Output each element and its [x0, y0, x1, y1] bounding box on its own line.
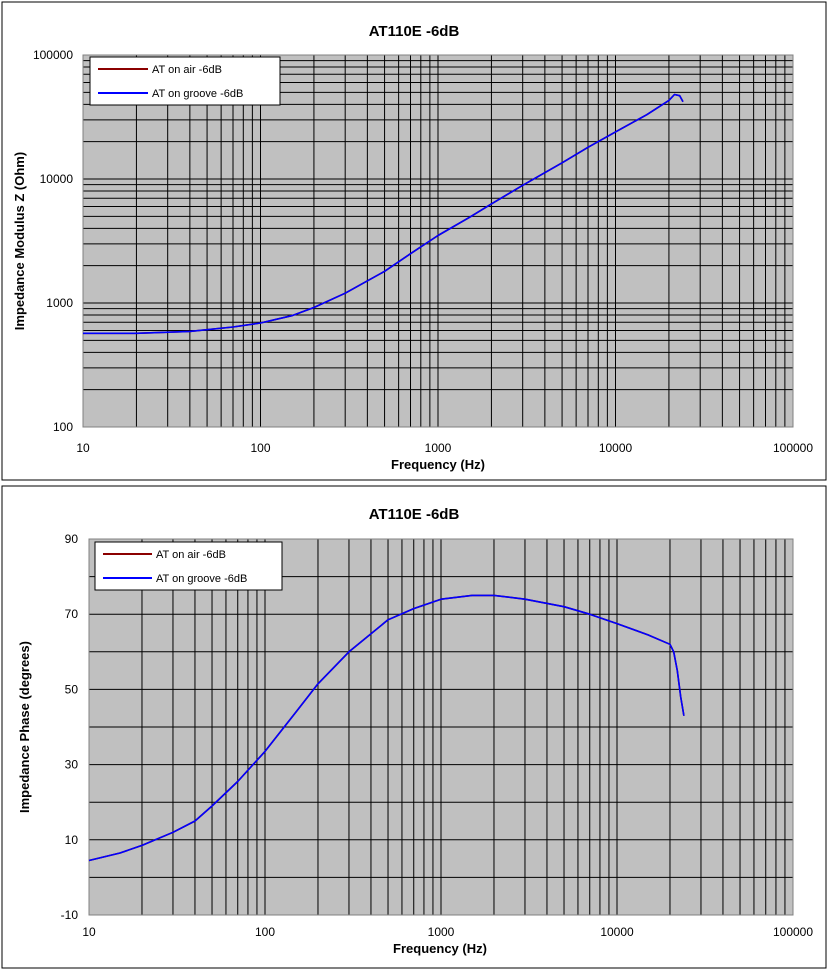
x-tick-label: 1000 [428, 925, 455, 939]
plot-area-border [82, 54, 794, 428]
legend: AT on air -6dB AT on groove -6dB [94, 541, 283, 591]
x-tick-label: 10000 [600, 925, 634, 939]
x-axis-label: Frequency (Hz) [391, 457, 485, 472]
y-tick-label: 70 [65, 607, 79, 621]
impedance-phase-chart: AT110E -6dB 10 100 1000 10000 100000-1010305… [1, 485, 827, 969]
grid-lines [82, 55, 793, 428]
x-tick-label: 100000 [773, 441, 813, 455]
series-line-groove [83, 93, 684, 335]
impedance-modulus-chart: AT110E -6dB 10 100 1000 10000 10000010010001… [1, 1, 827, 481]
x-axis-label: Frequency (Hz) [393, 941, 487, 956]
x-tick-label: 10 [76, 441, 90, 455]
x-tick-label: 100 [250, 441, 270, 455]
y-tick-label: 10000 [40, 172, 74, 186]
y-axis-label: Impedance Modulus Z (Ohm) [12, 152, 27, 330]
legend-box [94, 541, 283, 591]
y-tick-label: 90 [65, 532, 79, 546]
x-tick-label: 10 [82, 925, 96, 939]
y-tick-label: 1000 [46, 296, 73, 310]
y-tick-label: 30 [65, 758, 79, 772]
legend: AT on air -6dB AT on groove -6dB [89, 56, 281, 106]
chart-title: AT110E -6dB [369, 23, 460, 40]
series-lines [88, 594, 685, 862]
x-tick-label: 100000 [773, 925, 813, 939]
chart-title: AT110E -6dB [369, 506, 460, 523]
x-tick-label: 1000 [425, 441, 452, 455]
legend-label-air: AT on air -6dB [156, 549, 226, 561]
legend-box [89, 56, 281, 106]
plot-area-border [88, 538, 794, 916]
legend-label-groove: AT on groove -6dB [152, 88, 243, 100]
series-line-groove [88, 594, 685, 862]
legend-label-air: AT on air -6dB [152, 64, 222, 76]
y-axis-label: Impedance Phase (degrees) [17, 641, 32, 813]
x-tick-label: 100 [255, 925, 275, 939]
y-tick-label: 50 [65, 682, 79, 696]
y-tick-label: -10 [61, 908, 79, 922]
series-lines [83, 93, 684, 335]
y-tick-label: 10 [65, 833, 79, 847]
legend-label-groove: AT on groove -6dB [156, 573, 247, 585]
y-tick-label: 100000 [33, 48, 73, 62]
x-tick-label: 10000 [599, 441, 633, 455]
y-tick-label: 100 [53, 420, 73, 434]
